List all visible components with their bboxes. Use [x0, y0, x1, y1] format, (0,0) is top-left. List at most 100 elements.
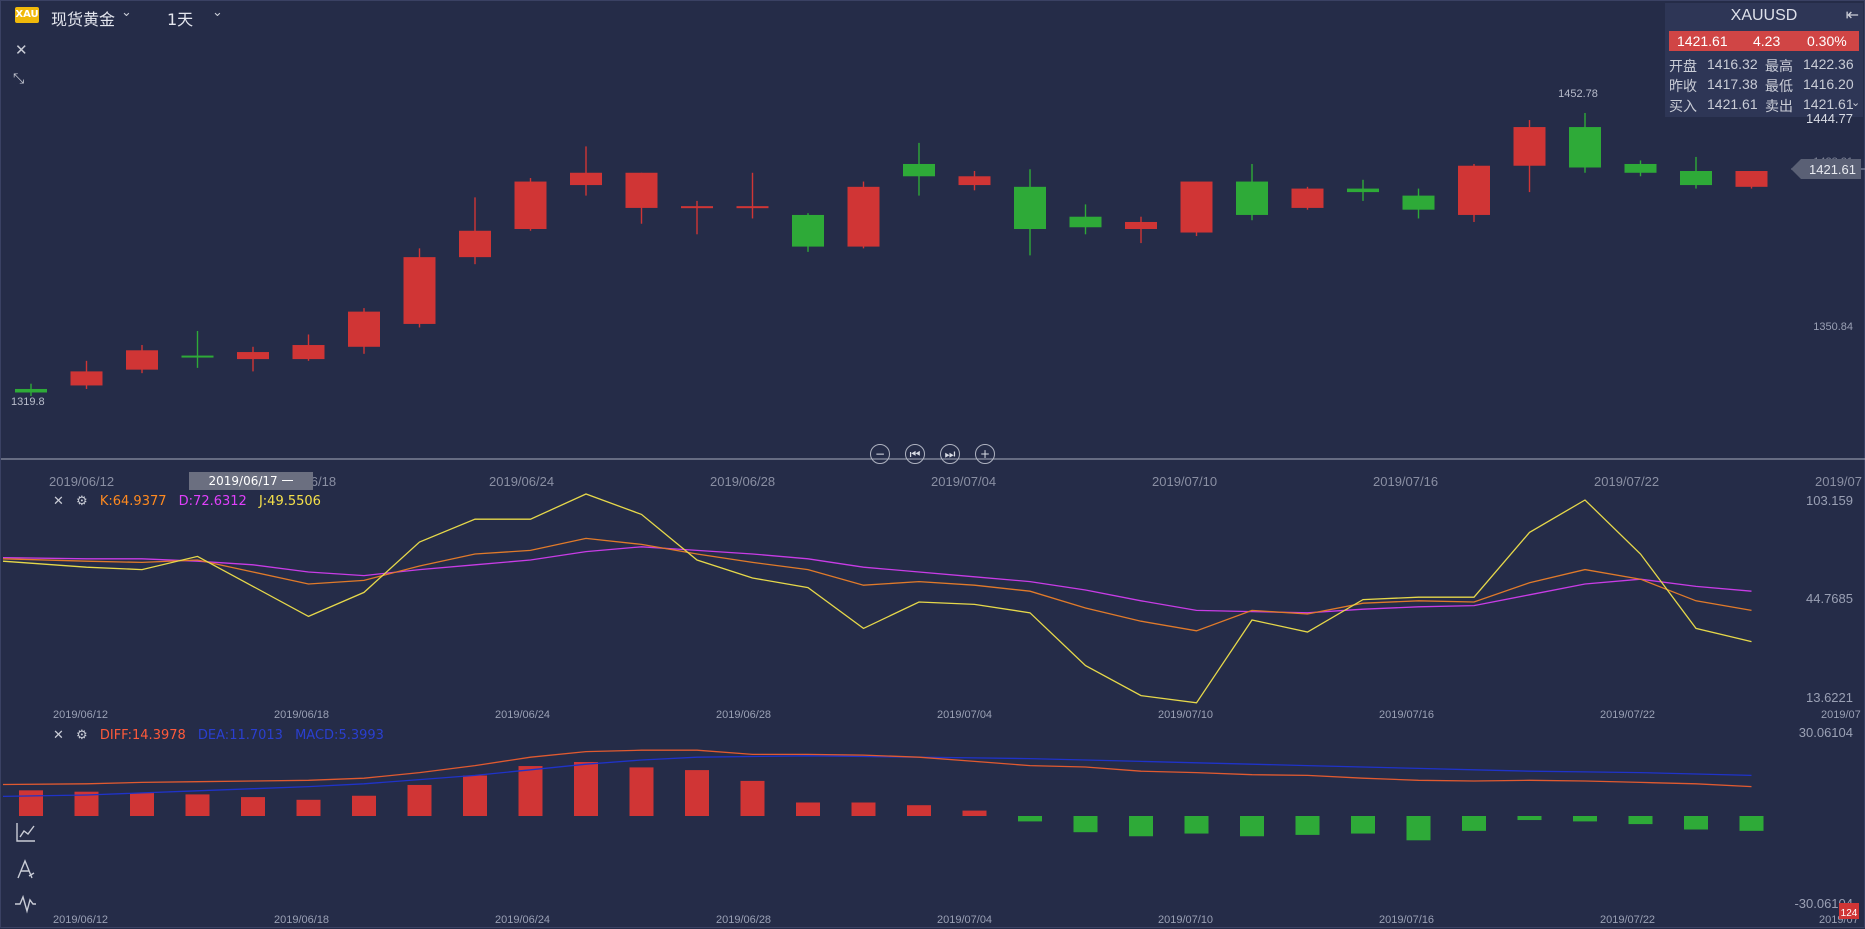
price-change-pct: 0.30%: [1807, 33, 1847, 49]
date-label: 2019/07/22: [1600, 914, 1655, 926]
macd-legend: ✕ ⚙ DIFF:14.3978 DEA:11.7013 MACD:5.3993: [53, 728, 392, 743]
date-label: 2019/06/12: [53, 709, 108, 721]
macd-diff-label: DIFF:14.3978: [99, 728, 186, 743]
symbol-selector[interactable]: 现货黄金: [51, 10, 116, 29]
max-price-label: 1452.78: [1558, 88, 1598, 100]
date-label: 2019/07/04: [937, 709, 992, 721]
candle-body: [1347, 188, 1379, 193]
current-price-tag-bg: [1791, 159, 1861, 179]
period-selector[interactable]: 1天: [167, 10, 194, 29]
scroll-start-button[interactable]: ⏮: [905, 444, 925, 464]
date-label: 2019/07/22: [1600, 709, 1655, 721]
macd-histogram-bar: [796, 802, 820, 816]
zoom-in-button[interactable]: +: [975, 444, 995, 464]
macd-diff-line: [2, 749, 1752, 788]
macd-histogram-bar: [296, 799, 321, 816]
kdj-axis-label: 13.6221: [1806, 690, 1853, 705]
macd-dea-line: [2, 755, 1752, 798]
xau-logo-icon: XAU: [15, 7, 39, 23]
close-icon[interactable]: ✕: [15, 41, 28, 59]
svg-text:124: 124: [1841, 908, 1858, 919]
macd-axis-label: -30.06104: [1794, 896, 1853, 911]
candle-body: [348, 311, 380, 347]
macd-histogram-bar: [1295, 816, 1320, 835]
candle-body: [1513, 127, 1546, 166]
symbol-chevron-down-icon[interactable]: ⌄: [121, 5, 132, 20]
candle-body: [1014, 186, 1046, 230]
candle-body: [1569, 127, 1601, 168]
date-label: 2019/06/18: [274, 709, 329, 721]
date-axis-macd: 2019/06/12 2019/06/18 2019/06/24 2019/06…: [53, 914, 1859, 926]
macd-histogram-bar: [1739, 816, 1764, 831]
quote-chevron-down-icon[interactable]: ⌄: [1851, 97, 1861, 109]
candle-body: [1458, 165, 1490, 215]
kdj-series: [2, 493, 1752, 704]
drawing-tool-icon[interactable]: [17, 859, 35, 879]
macd-histogram-bar: [962, 810, 987, 816]
macd-histogram-bar: [1684, 816, 1708, 830]
current-price-tag: 1421.61: [1809, 162, 1856, 177]
candle-body: [1680, 171, 1712, 186]
date-label: 2019/07/16: [1379, 709, 1434, 721]
date-label: 2019/06/24: [495, 914, 550, 926]
macd-histogram-bar: [352, 795, 376, 816]
indicator-icon[interactable]: [16, 823, 35, 842]
ask-label: 卖出: [1765, 98, 1793, 114]
date-label: 2019/07/10: [1158, 709, 1213, 721]
kdj-settings-gear-icon[interactable]: ⚙: [76, 494, 88, 509]
candle-body: [736, 206, 769, 209]
date-label: 2019/06/18: [274, 914, 329, 926]
date-label: 2019/07/22: [1594, 474, 1659, 489]
macd-settings-gear-icon[interactable]: ⚙: [76, 728, 88, 743]
collapse-icon[interactable]: ⤡: [13, 71, 25, 87]
date-label: 2019/07/04: [937, 914, 992, 926]
quote-panel: XAUUSD ⇤ 1421.61 4.23 0.30% 开盘 1416.32 最…: [1665, 3, 1863, 117]
macd-histogram-bar: [1517, 816, 1542, 821]
date-label: 2019/06/12: [53, 914, 108, 926]
macd-histogram-bar: [1351, 816, 1375, 834]
kdj-axis-label: 44.7685: [1806, 591, 1853, 606]
macd-histogram-bar: [1573, 816, 1597, 822]
macd-histogram-bar: [685, 770, 709, 816]
candle-body: [181, 355, 214, 358]
date-label: 2019/07/16: [1379, 914, 1434, 926]
macd-axis-label: 30.06104: [1799, 725, 1853, 740]
high-value: 1422.36: [1803, 56, 1854, 72]
candle-body: [15, 388, 47, 393]
kdj-close-icon[interactable]: ✕: [53, 494, 64, 509]
kdj-d-label: D:72.6312: [178, 494, 247, 509]
candle-body: [681, 206, 713, 209]
expand-panel-icon[interactable]: ⇤: [1845, 7, 1859, 24]
scroll-end-button[interactable]: ⏭: [940, 444, 960, 464]
candle-body: [1735, 171, 1768, 187]
date-label: 2019/06/28: [710, 474, 775, 489]
macd-histogram-bar: [1240, 816, 1264, 837]
macd-histogram-bar: [407, 784, 432, 816]
date-axis-kdj: 2019/06/12 2019/06/18 2019/06/24 2019/06…: [53, 709, 1861, 721]
zoom-out-button[interactable]: −: [870, 444, 890, 464]
kdj-axis-label: 103.159: [1806, 493, 1853, 508]
macd-histogram-bar: [130, 793, 154, 816]
candle-body: [70, 371, 103, 386]
period-chevron-down-icon[interactable]: ⌄: [212, 5, 223, 20]
price-change: 4.23: [1753, 33, 1781, 49]
macd-close-icon[interactable]: ✕: [53, 728, 64, 743]
candle-body: [903, 163, 935, 177]
low-label: 最低: [1765, 78, 1793, 94]
date-label: 2019/06/24: [495, 709, 550, 721]
candle-body: [126, 350, 158, 370]
candle-body: [625, 172, 658, 208]
macd-histogram-bar: [1628, 816, 1653, 825]
kdj-j-label: J:49.5506: [258, 494, 321, 509]
waveform-icon[interactable]: [15, 894, 36, 914]
macd-histogram-bar: [19, 790, 43, 816]
price-axis-label: 1350.84: [1813, 321, 1853, 333]
macd-histogram-bar: [1406, 816, 1431, 841]
macd-histogram-bar: [1129, 816, 1153, 837]
date-label: 2019/06/28: [716, 914, 771, 926]
prev-value: 1417.38: [1707, 76, 1758, 92]
kdj-k-label: K:64.9377: [99, 494, 167, 509]
kdj-k-line: [2, 537, 1752, 632]
macd-histogram-bar: [907, 805, 931, 816]
